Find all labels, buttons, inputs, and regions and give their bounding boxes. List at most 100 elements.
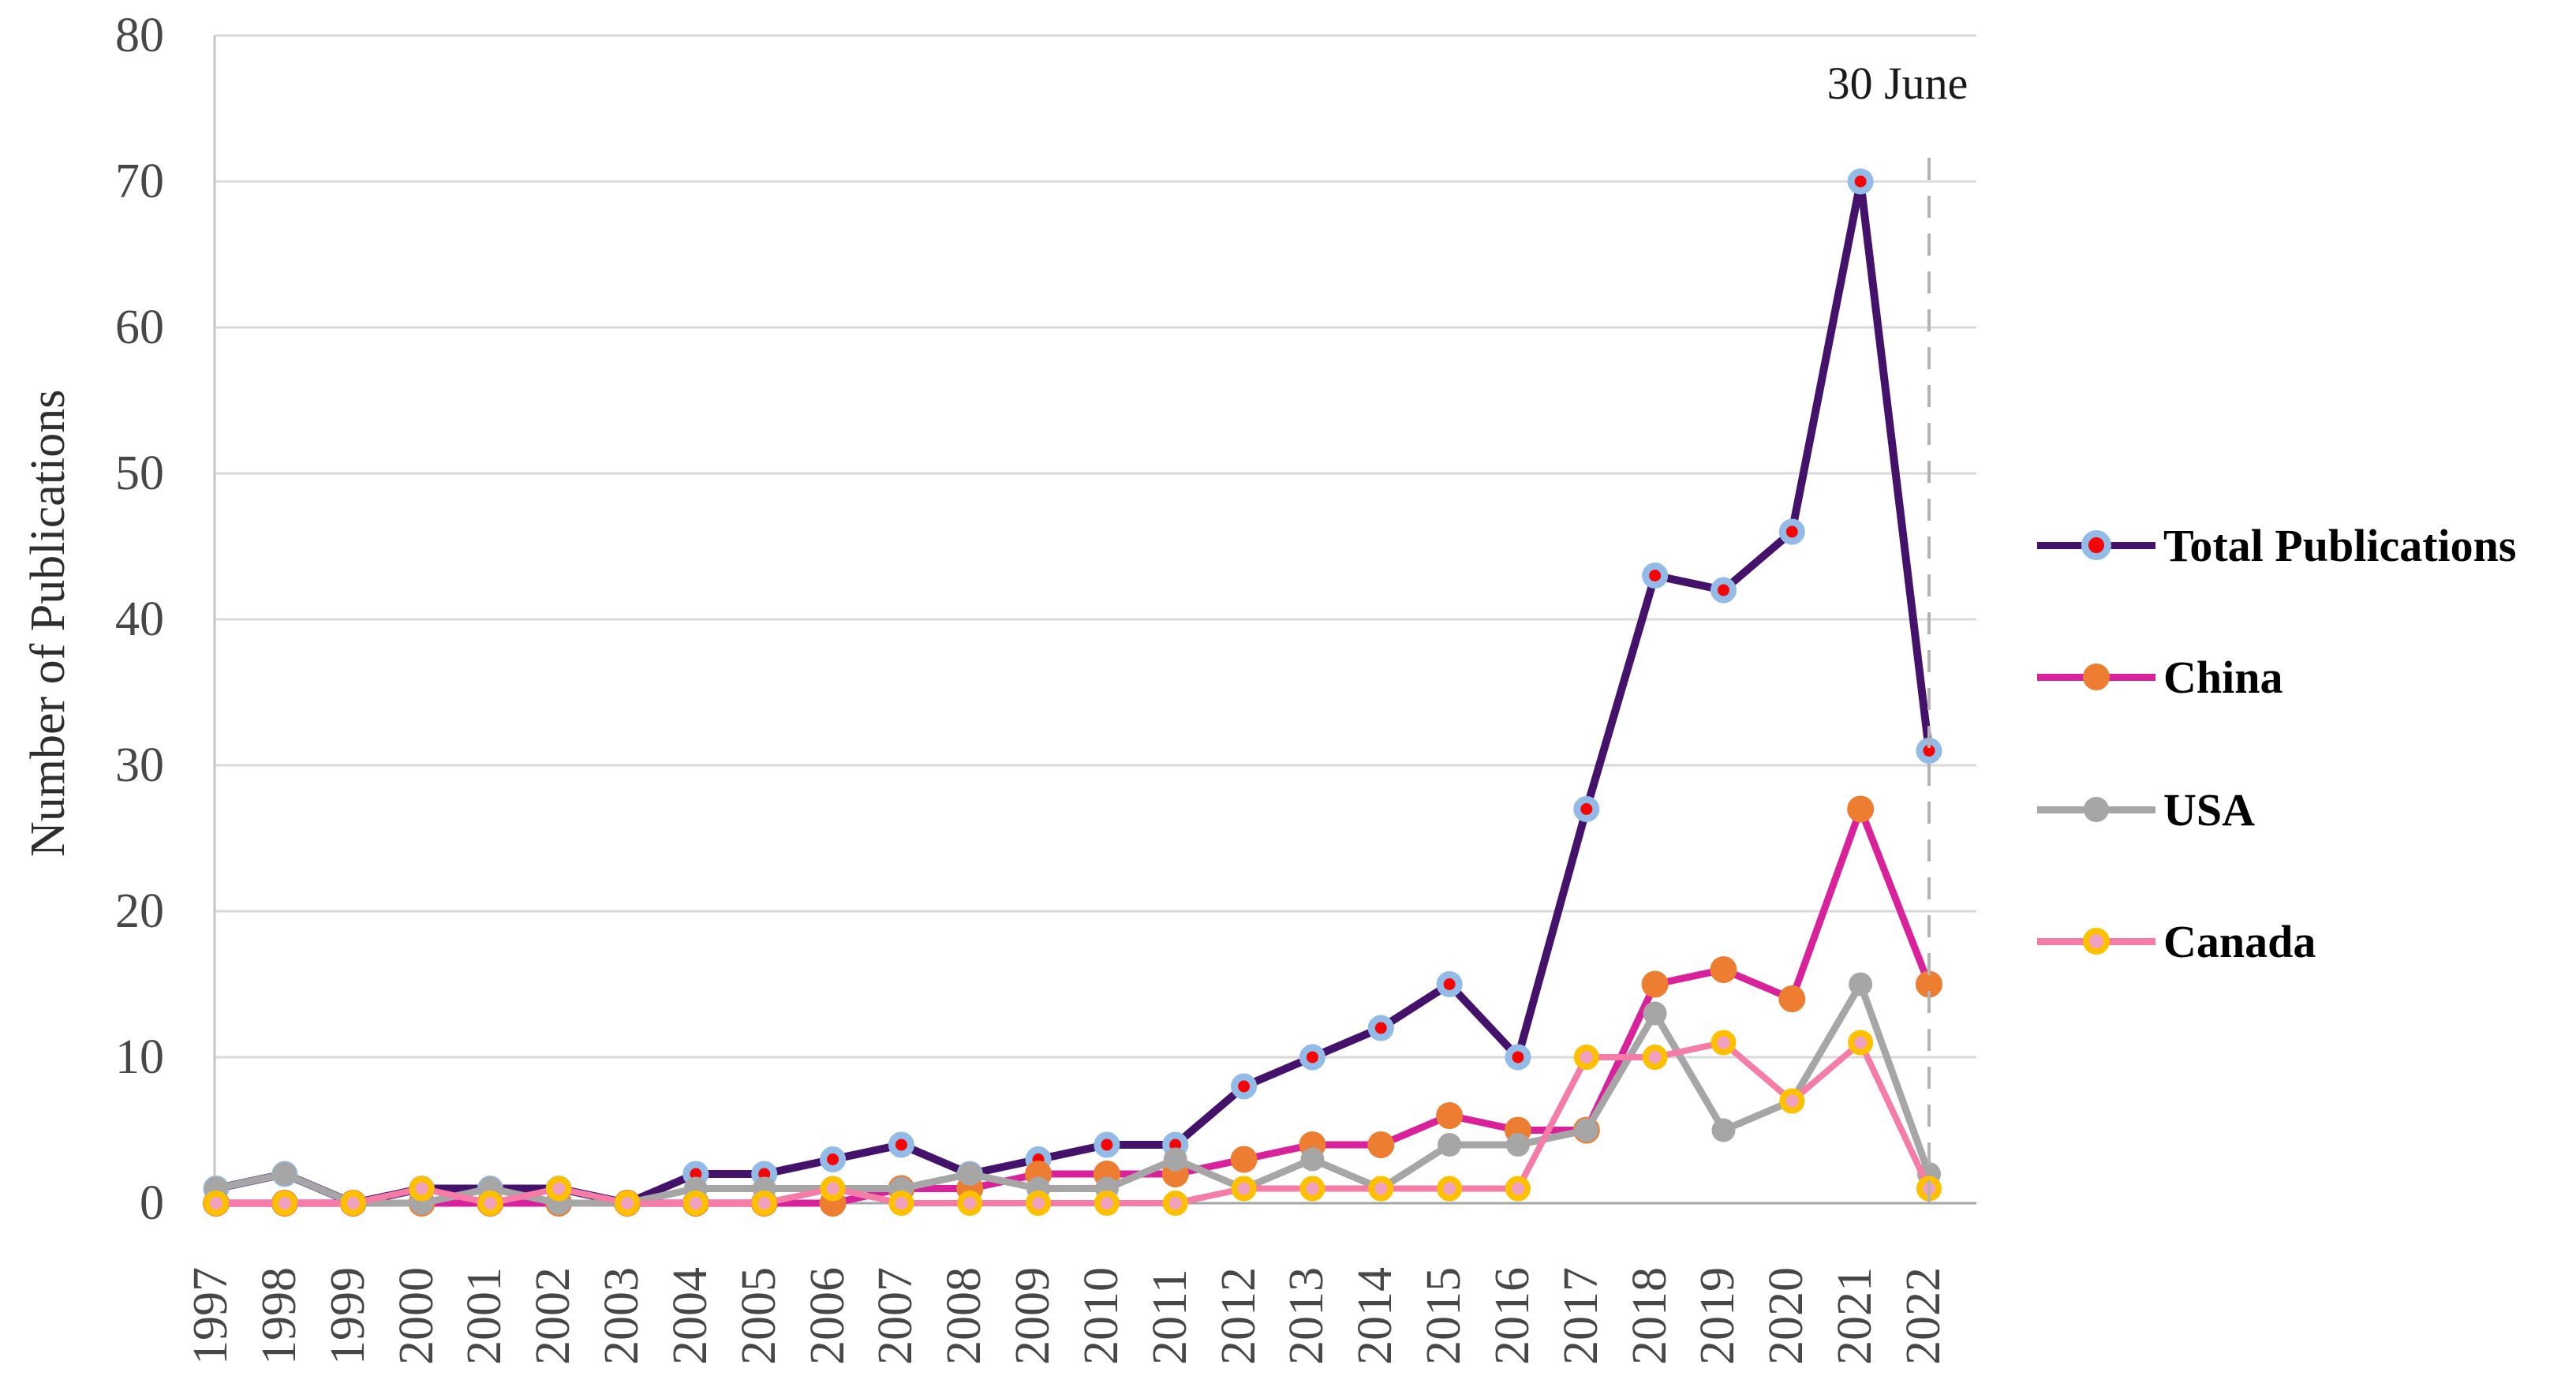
series-line-usa: [212, 981, 1933, 1207]
data-point: [1231, 1176, 1257, 1202]
data-point: [1641, 970, 1669, 998]
x-tick-label-2007: 2007: [869, 1267, 923, 1365]
data-point: [1505, 1044, 1531, 1071]
data-point: [1778, 985, 1806, 1012]
data-point: [1710, 956, 1737, 983]
legend-line-marker-icon: [2037, 778, 2155, 841]
data-point: [1436, 1102, 1464, 1129]
x-tick-label-2010: 2010: [1074, 1267, 1128, 1365]
data-point: [1094, 1131, 1120, 1158]
data-point: [1505, 1133, 1530, 1157]
data-point: [340, 1191, 366, 1216]
data-point: [615, 1191, 641, 1216]
y-tick-label-40: 40: [115, 593, 164, 646]
x-tick-label-2002: 2002: [526, 1267, 581, 1365]
x-tick-label-2017: 2017: [1553, 1267, 1608, 1365]
data-point: [1163, 1147, 1187, 1172]
x-tick-label-2004: 2004: [663, 1267, 717, 1365]
data-point: [820, 1176, 846, 1202]
data-point: [1847, 168, 1874, 195]
data-point: [1711, 1118, 1736, 1142]
legend-label: Total Publications: [2163, 519, 2517, 571]
legend-item-canada: Canada: [2037, 910, 2316, 973]
data-point: [1299, 1176, 1325, 1202]
data-point: [1916, 970, 1942, 998]
data-point: [1642, 1045, 1668, 1070]
legend-item-total-publications: Total Publications: [2037, 514, 2516, 577]
x-tick-label-2001: 2001: [458, 1267, 512, 1365]
data-point: [1574, 1118, 1598, 1142]
data-point: [1231, 1073, 1258, 1100]
x-tick-label-1999: 1999: [320, 1267, 375, 1365]
data-point: [751, 1191, 777, 1216]
x-tick-label-2018: 2018: [1622, 1267, 1677, 1365]
legend-item-china: China: [2037, 645, 2283, 708]
data-point: [1643, 1001, 1667, 1026]
x-tick-label-2000: 2000: [389, 1267, 443, 1365]
data-point: [1299, 1044, 1325, 1071]
data-point: [1778, 518, 1805, 545]
y-tick-label-30: 30: [115, 738, 164, 792]
data-point: [1230, 1146, 1258, 1173]
x-tick-label-2016: 2016: [1485, 1267, 1539, 1365]
data-point: [1847, 795, 1875, 823]
x-tick-label-2009: 2009: [1006, 1267, 1060, 1365]
legend-label: USA: [2163, 783, 2256, 836]
y-tick-label-70: 70: [115, 155, 164, 208]
data-point: [1642, 563, 1669, 589]
data-point: [1367, 1131, 1395, 1158]
x-tick-label-2006: 2006: [800, 1267, 854, 1365]
data-point: [888, 1131, 914, 1158]
data-point: [1505, 1176, 1531, 1202]
data-point: [409, 1176, 435, 1202]
y-tick-label-60: 60: [115, 301, 164, 354]
x-tick-label-2022: 2022: [1897, 1267, 1950, 1365]
x-tick-label-2011: 2011: [1142, 1269, 1197, 1365]
data-point: [1848, 1030, 1874, 1056]
x-tick-label-2019: 2019: [1691, 1267, 1745, 1365]
data-point: [1779, 1088, 1805, 1114]
data-point: [682, 1191, 708, 1216]
data-point: [546, 1176, 572, 1202]
data-point: [957, 1191, 983, 1216]
y-tick-label-20: 20: [115, 884, 164, 938]
legend-line-marker-icon: [2037, 645, 2155, 708]
legend-label: China: [2163, 651, 2283, 703]
series-line-china: [212, 806, 1933, 1207]
x-tick-label-2008: 2008: [937, 1267, 992, 1365]
legend-item-usa: USA: [2037, 778, 2255, 841]
data-point: [958, 1162, 982, 1186]
data-point: [1094, 1191, 1120, 1216]
y-tick-label-50: 50: [115, 447, 164, 500]
data-point: [272, 1162, 297, 1186]
legend-line-marker-icon: [2037, 514, 2155, 577]
data-point: [1849, 972, 1873, 996]
x-tick-label-2003: 2003: [595, 1267, 649, 1365]
x-tick-label-2013: 2013: [1280, 1267, 1334, 1365]
x-tick-label-1998: 1998: [252, 1267, 306, 1365]
x-tick-label-2012: 2012: [1211, 1267, 1266, 1365]
legend-line-marker-icon: [2037, 910, 2155, 973]
data-point: [1026, 1191, 1052, 1216]
data-point: [1437, 1176, 1463, 1202]
data-point: [1438, 1133, 1462, 1157]
data-point: [1368, 1176, 1394, 1202]
data-point: [1367, 1015, 1394, 1041]
y-tick-label-80: 80: [115, 9, 164, 62]
legend-label: Canada: [2163, 915, 2316, 967]
x-tick-label-2015: 2015: [1417, 1267, 1471, 1365]
y-tick-label-10: 10: [115, 1030, 164, 1084]
data-point: [1436, 971, 1463, 997]
data-point: [1710, 1030, 1737, 1056]
legend: Total Publications China USA Canada: [2037, 0, 2576, 1387]
data-point: [1300, 1147, 1325, 1172]
x-tick-label-1997: 1997: [184, 1267, 237, 1365]
x-tick-label-2020: 2020: [1759, 1267, 1814, 1365]
x-tick-label-2005: 2005: [731, 1267, 786, 1365]
data-point: [820, 1146, 847, 1172]
data-point: [1710, 577, 1737, 604]
data-point: [271, 1191, 297, 1216]
data-point: [1573, 796, 1600, 822]
